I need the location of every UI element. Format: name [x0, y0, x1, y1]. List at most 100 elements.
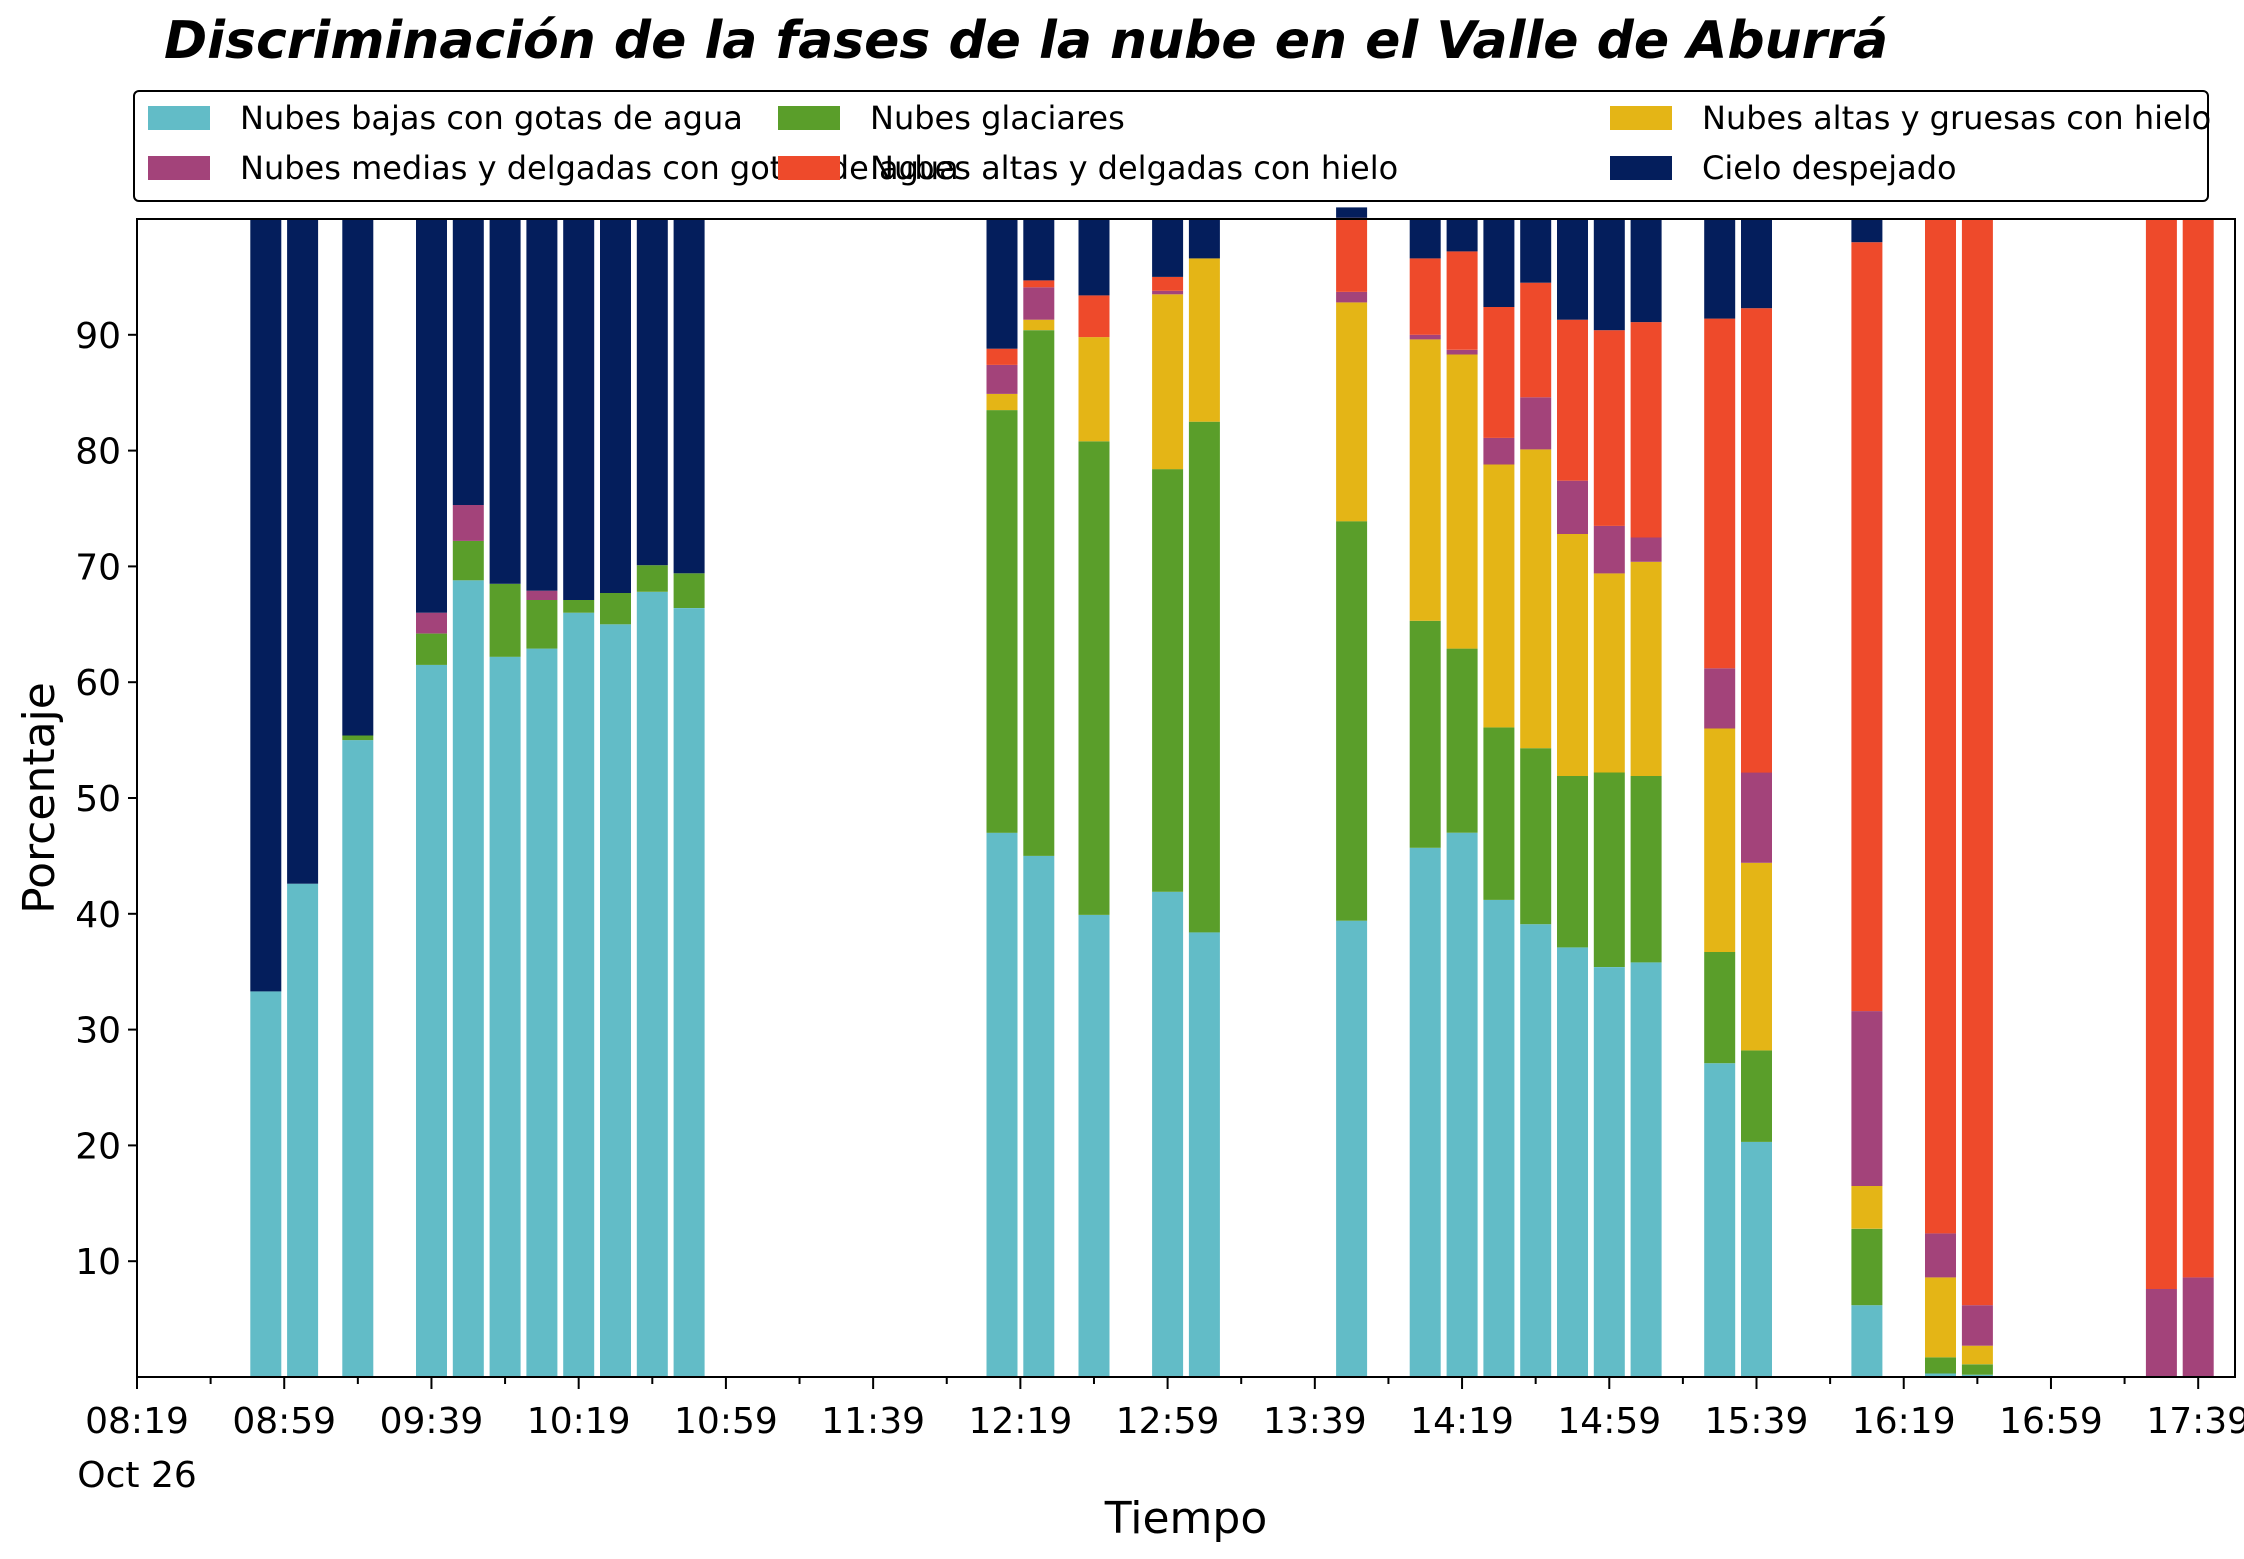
bar-segment-1-5 [287, 219, 319, 884]
x-tick-label-10: 14:59 [1557, 1401, 1661, 1442]
bar-segment-19-1 [1483, 727, 1515, 900]
bar-segment-19-2 [1483, 464, 1515, 728]
bar-segment-7-1 [563, 600, 595, 613]
bar-segment-23-4 [1630, 322, 1662, 538]
bar-segment-9-0 [636, 591, 668, 1377]
bar-segment-24-5 [1704, 219, 1736, 319]
bar-segment-17-5 [1409, 219, 1441, 259]
x-tick-label-1: 08:59 [232, 1401, 336, 1442]
bar-segment-26-2 [1851, 1185, 1883, 1229]
bar-segment-23-3 [1630, 537, 1662, 562]
bar-segment-24-0 [1704, 1063, 1736, 1377]
x-tick-label-4: 10:59 [674, 1401, 778, 1442]
legend-label-4: Nubes altas y delgadas con hielo [870, 149, 1398, 187]
bar-segment-12-3 [1023, 287, 1055, 320]
bar-segment-26-4 [1851, 242, 1883, 1012]
legend-label-0: Nubes bajas con gotas de agua [240, 99, 743, 137]
x-tick-label-9: 14:19 [1410, 1401, 1514, 1442]
bar-segment-12-1 [1023, 330, 1055, 856]
bar-segment-22-2 [1593, 573, 1625, 773]
y-tick-label-1: 20 [75, 1126, 121, 1167]
legend-swatch-4 [778, 156, 840, 180]
y-tick-label-3: 40 [75, 895, 121, 936]
bar-segment-14-1 [1152, 469, 1184, 892]
bar-segment-11-1 [986, 410, 1018, 833]
bar-segment-22-5 [1593, 219, 1625, 331]
x-tick-label-2: 09:39 [380, 1401, 484, 1442]
bar-segment-19-0 [1483, 899, 1515, 1377]
bar-segment-18-1 [1446, 648, 1478, 833]
y-tick-label-5: 60 [75, 663, 121, 704]
bar-segment-14-3 [1152, 290, 1184, 295]
bar-segment-26-1 [1851, 1228, 1883, 1306]
y-axis: 10 20 30 40 50 60 70 80 90 [75, 316, 137, 1283]
bar-segment-19-3 [1483, 437, 1515, 465]
legend-label-5: Cielo despejado [1702, 149, 1957, 187]
bar-segment-17-3 [1409, 334, 1441, 340]
bar-segment-22-0 [1593, 967, 1625, 1377]
bar-segment-27-0 [1925, 1373, 1956, 1377]
bar-segment-23-2 [1630, 561, 1662, 776]
x-tick-label-12: 16:19 [1852, 1401, 1956, 1442]
bar-segment-23-0 [1630, 962, 1662, 1377]
bar-segment-15-0 [1188, 932, 1220, 1377]
bar-segment-25-1 [1741, 1050, 1772, 1142]
bar-segment-11-4 [986, 348, 1018, 365]
bar-segment-19-4 [1483, 307, 1515, 438]
bar-segment-11-3 [986, 364, 1018, 394]
legend-swatch-1 [778, 106, 840, 130]
bar-segment-15-5 [1188, 219, 1220, 259]
bar-segment-25-5 [1741, 219, 1772, 309]
bar-segment-17-4 [1409, 258, 1441, 335]
bar-segment-13-5 [1078, 219, 1110, 296]
bar-segment-28-3 [1961, 1305, 1993, 1346]
bar-segment-7-5 [563, 219, 595, 600]
legend-label-1: Nubes glaciares [870, 99, 1125, 137]
x-tick-label-3: 10:19 [527, 1401, 631, 1442]
bar-segment-16-3 [1336, 292, 1368, 303]
bar-segment-4-3 [452, 505, 484, 541]
bar-segment-11-0 [986, 832, 1018, 1377]
legend: Nubes bajas con gotas de agua Nubes glaci… [133, 90, 2211, 202]
y-tick-label-0: 10 [75, 1242, 121, 1283]
x-tick-label-5: 11:39 [821, 1401, 925, 1442]
bar-segment-21-5 [1557, 219, 1588, 320]
bar-segment-13-0 [1078, 915, 1110, 1377]
bar-segment-0-0 [250, 991, 282, 1377]
bar-segment-1-0 [287, 883, 319, 1377]
bar-segment-17-0 [1409, 847, 1441, 1377]
x-tick-label-13: 16:59 [1999, 1401, 2103, 1442]
bar-segment-25-4 [1741, 308, 1772, 773]
bar-segment-14-0 [1152, 891, 1184, 1377]
bar-segment-6-1 [526, 600, 558, 649]
bar-segment-22-1 [1593, 772, 1625, 967]
bar-segment-2-5 [342, 219, 374, 736]
bar-segment-8-1 [600, 593, 631, 625]
bar-segment-4-0 [452, 580, 484, 1377]
bar-segment-4-1 [452, 540, 484, 581]
bar-segment-21-0 [1557, 947, 1588, 1377]
bar-segment-12-4 [1023, 280, 1055, 288]
bar-segment-10-0 [673, 608, 705, 1377]
bar-segment-25-0 [1741, 1141, 1772, 1377]
legend-swatch-5 [1610, 156, 1672, 180]
bar-segment-10-1 [673, 573, 705, 608]
bar-segment-20-5 [1520, 219, 1552, 283]
bar-segment-21-4 [1557, 319, 1588, 481]
y-axis-label: Porcentaje [14, 682, 65, 914]
bar-segment-9-5 [636, 219, 668, 566]
bar-segment-17-2 [1409, 339, 1441, 621]
bar-segment-26-0 [1851, 1305, 1883, 1377]
plot-area: 10 20 30 40 50 60 70 80 90 08:19 08:59 09:39 10:19 1… [75, 207, 2244, 1496]
bar-segment-12-2 [1023, 319, 1055, 331]
bar-segment-18-2 [1446, 354, 1478, 649]
bar-segment-20-4 [1520, 282, 1552, 398]
bar-segment-29-4 [2145, 219, 2177, 1289]
bar-segment-24-3 [1704, 668, 1736, 729]
bar-segment-28-2 [1961, 1345, 1993, 1365]
bar-segment-15-2 [1188, 258, 1220, 422]
bar-segment-18-3 [1446, 349, 1478, 355]
y-tick-label-4: 50 [75, 779, 121, 820]
bar-segment-27-3 [1925, 1233, 1956, 1278]
